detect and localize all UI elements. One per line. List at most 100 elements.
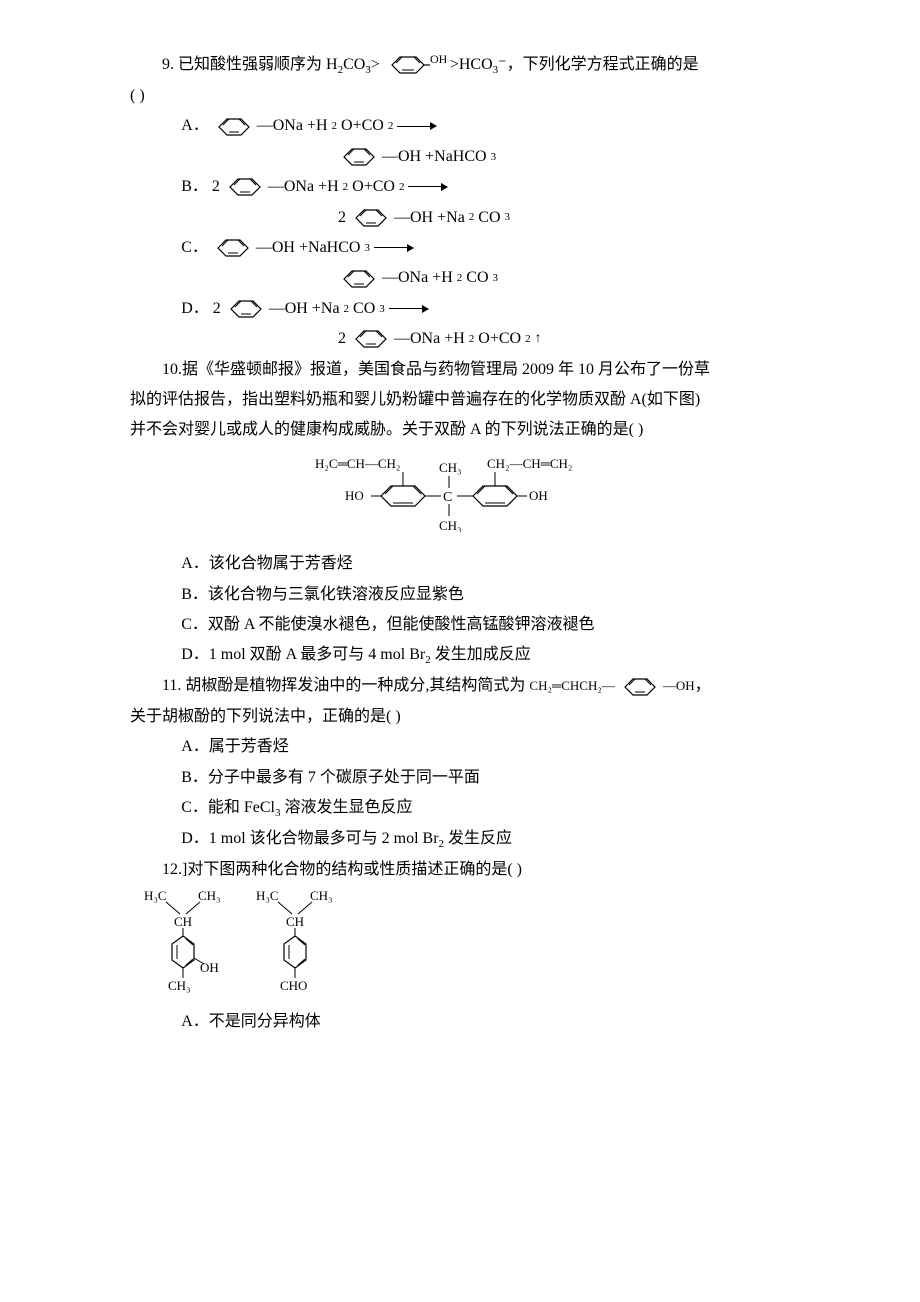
q9b-r4: CO [478, 203, 500, 233]
q10-b: B．该化合物与三氯化铁溶液反应显紫色 [130, 580, 820, 610]
q9b-r5: 3 [505, 207, 511, 228]
q10-p2: 拟的评估报告，指出塑料奶瓶和婴儿奶粉罐中普遍存在的化学物质双酚 A(如下图) [130, 385, 820, 415]
q10-d: D．1 mol 双酚 A 最多可与 4 mol Br2 发生加成反应 [130, 640, 820, 671]
q9-choice-a-line1: A． —ONa +H2O+CO2 [130, 111, 820, 141]
q9c-r4: CO [466, 263, 488, 293]
q9-choice-d-line1: D．2 —OH +Na2CO3 [130, 294, 820, 324]
q9d-t2: +Na [312, 294, 340, 324]
q10-c: C．双酚 A 不能使溴水褪色，但能使酸性高锰酸钾溶液褪色 [130, 610, 820, 640]
svg-text:CH: CH [286, 914, 304, 929]
svg-text:H₃C: H₃C [256, 888, 279, 903]
q9c-t2: +NaHCO [299, 233, 360, 263]
q9a-t1: —ONa [257, 111, 303, 141]
q9b-ben2 [350, 205, 390, 231]
q9a-ben2 [338, 144, 378, 170]
q9-prompt: 9. 已知酸性强弱顺序为 H2CO3> OH >HCO3⁻，下列化学方程式正确的… [130, 50, 820, 81]
q10-a: A．该化合物属于芳香烃 [130, 549, 820, 579]
q9d-r5: 2 [525, 329, 531, 350]
q9a-t4: O+CO [341, 111, 384, 141]
q9b-t3: 2 [343, 177, 349, 198]
q9-pre: 9. 已知酸性强弱顺序为 H [162, 56, 338, 73]
q9a-r3: 3 [491, 147, 497, 168]
q9c-ben2 [338, 266, 378, 292]
q9c-r2: +H [432, 263, 453, 293]
q9-choice-b-line1: B．2 —ONa +H2O+CO2 [130, 172, 820, 202]
q9d-r0: 2 [338, 324, 346, 354]
q9d-r1: —ONa [394, 324, 440, 354]
q9-choice-b-line2: 2 —OH +Na2CO3 [130, 203, 820, 233]
q10-p3: 并不会对婴儿或成人的健康构成威胁。关于双酚 A 的下列说法正确的是( ) [130, 415, 820, 445]
q11-pre: 11. 胡椒酚是植物挥发油中的一种成分,其结构简式为 [162, 677, 525, 694]
q9d-r2: +H [444, 324, 465, 354]
q9a-t3: 2 [332, 116, 338, 137]
svg-text:CH₃: CH₃ [310, 888, 333, 903]
arrow-icon [408, 181, 448, 193]
q9a-r2: +NaHCO [425, 142, 486, 172]
svg-text:HO: HO [345, 488, 364, 503]
gas-up-icon: ↑ [535, 326, 542, 353]
svg-text:OH: OH [200, 960, 219, 975]
q9b-t1: —ONa [268, 172, 314, 202]
q9c-label: C． [181, 233, 208, 263]
q11-fleft: CH₂═CHCH₂— [529, 678, 614, 693]
q10-p1: 10.据《华盛顿邮报》报道，美国食品与药物管理局 2009 年 10 月公布了一… [130, 355, 820, 385]
q9b-t5: 2 [399, 177, 405, 198]
q12-a: A．不是同分异构体 [130, 1007, 820, 1037]
svg-text:CH₃: CH₃ [439, 518, 462, 532]
q11c-post: 溶液发生显色反应 [280, 799, 412, 816]
q9-choice-c-line1: C． —OH +NaHCO3 [130, 233, 820, 263]
q9a-ben1 [213, 114, 253, 140]
q9d-ben1 [225, 296, 265, 322]
q9a-t5: 2 [388, 116, 394, 137]
svg-text:OH: OH [430, 52, 446, 66]
q9b-r3: 2 [469, 207, 475, 228]
q9a-r1: —OH [382, 142, 421, 172]
q9d-label: D． [181, 294, 209, 324]
q9d-pre: 2 [213, 294, 221, 324]
q11-benzene [619, 675, 659, 699]
q9c-ben1 [212, 235, 252, 261]
q11-b: B．分子中最多有 7 个碳原子处于同一平面 [130, 763, 820, 793]
q9a-t2: +H [307, 111, 328, 141]
q9d-t3: 2 [344, 299, 350, 320]
arrow-icon [374, 242, 414, 254]
q9b-r1: —OH [394, 203, 433, 233]
q9c-t1: —OH [256, 233, 295, 263]
q9b-t4: O+CO [352, 172, 395, 202]
q9b-ben1 [224, 174, 264, 200]
q9-choice-c-line2: —ONa +H2CO3 [130, 263, 820, 293]
q11d-post: 发生反应 [444, 830, 512, 847]
svg-text:CHO: CHO [280, 978, 307, 993]
q9-tail: ⁻，下列化学方程式正确的是 [498, 56, 698, 73]
q10d-pre: D．1 mol 双酚 A 最多可与 4 mol Br [181, 646, 425, 663]
q11-fright: —OH [663, 678, 695, 693]
svg-text:OH: OH [529, 488, 548, 503]
q9b-r2: +Na [437, 203, 465, 233]
q9b-pre: 2 [212, 172, 220, 202]
q12-figure: H₃CCH₃ CH OH CH₃ H₃CCH₃ CH CHO [130, 886, 820, 1007]
svg-text:CH₂—CH═CH₂: CH₂—CH═CH₂ [487, 456, 572, 471]
q10d-post: 发生加成反应 [431, 646, 531, 663]
q9-paren: ( ) [130, 81, 820, 111]
q9d-ben2 [350, 326, 390, 352]
q12-p1: 12.]对下图两种化合物的结构或性质描述正确的是( ) [130, 855, 820, 885]
q10-figure: H₂C═CH—CH₂ HO C CH₃ CH₃ CH₂—CH═CH₂ OH [130, 452, 820, 543]
q11-comma: ， [695, 677, 711, 694]
arrow-icon [389, 303, 429, 315]
svg-text:CH: CH [174, 914, 192, 929]
q9-hco: >HCO [450, 56, 493, 73]
q11d-pre: D．1 mol 该化合物最多可与 2 mol Br [181, 830, 438, 847]
q9a-label: A． [181, 111, 209, 141]
svg-text:CH₃: CH₃ [439, 460, 462, 475]
q11-p1: 11. 胡椒酚是植物挥发油中的一种成分,其结构简式为 CH₂═CHCH₂— —O… [130, 671, 820, 701]
q9b-label: B． [181, 172, 208, 202]
q9c-r5: 3 [493, 268, 499, 289]
q11-d: D．1 mol 该化合物最多可与 2 mol Br2 发生反应 [130, 824, 820, 855]
q9d-t5: 3 [379, 299, 385, 320]
svg-text:CH₃: CH₃ [198, 888, 221, 903]
q11c-pre: C．能和 FeCl [181, 799, 275, 816]
q9d-t4: CO [353, 294, 375, 324]
q11-a: A．属于芳香烃 [130, 732, 820, 762]
q9d-t1: —OH [269, 294, 308, 324]
q9b-t2: +H [318, 172, 339, 202]
